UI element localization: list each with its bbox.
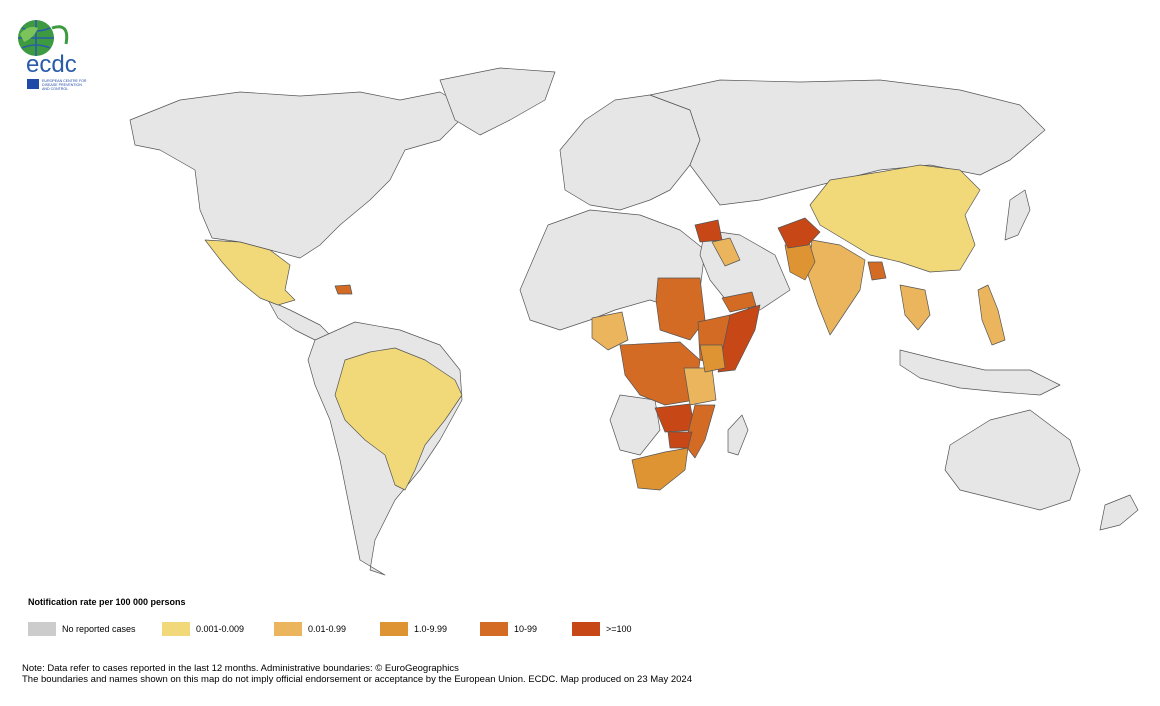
afghanistan-region <box>777 217 821 249</box>
legend-swatch <box>572 622 600 636</box>
footnote-line-2: The boundaries and names shown on this m… <box>22 674 692 685</box>
east-africa-region <box>683 367 717 406</box>
australia-land <box>944 409 1081 511</box>
legend-label: No reported cases <box>62 624 136 634</box>
southeast-asia-region <box>899 284 931 331</box>
central-america-land <box>267 299 331 341</box>
legend-swatch <box>480 622 508 636</box>
logo-line-1: EUROPEAN CENTRE FOR <box>42 79 87 83</box>
syria-region <box>694 219 723 243</box>
greenland-land <box>439 67 556 136</box>
legend-swatch <box>274 622 302 636</box>
logo-line-2: DISEASE PREVENTION <box>42 83 82 87</box>
legend-label: 0.001-0.009 <box>196 624 245 634</box>
brazil-region <box>334 347 463 491</box>
north-america-land <box>129 91 471 259</box>
footnote-line-1: Note: Data refer to cases reported in th… <box>22 663 459 674</box>
legend-label: >=100 <box>606 624 632 634</box>
new-zealand-land <box>1099 494 1139 531</box>
kenya-region <box>699 344 726 373</box>
legend-item-5: >=100 <box>572 621 632 637</box>
legend-label: 10-99 <box>514 624 538 634</box>
mexico-region <box>204 239 296 306</box>
ecdc-wordmark: ecdc <box>26 51 77 78</box>
iraq-region <box>711 237 741 267</box>
madagascar-land <box>727 414 749 456</box>
south-africa-region <box>631 447 689 491</box>
legend-swatch <box>162 622 190 636</box>
footnote: Note: Data refer to cases reported in th… <box>22 663 692 685</box>
zimbabwe-region <box>667 431 693 449</box>
legend-swatch <box>28 622 56 636</box>
legend-label: 0.01-0.99 <box>308 624 347 634</box>
nigeria-region <box>591 311 629 351</box>
eu-flag-icon <box>27 79 39 89</box>
haiti-region <box>334 284 353 295</box>
legend: No reported cases 0.001-0.009 0.01-0.99 … <box>28 621 728 637</box>
globe-icon <box>18 20 54 56</box>
legend-item-3: 1.0-9.99 <box>380 621 447 637</box>
southeast-asia-islands-land <box>899 349 1061 396</box>
sudan-region <box>655 277 706 341</box>
bangladesh-region <box>867 261 887 281</box>
world-map <box>129 67 1139 576</box>
legend-label: 1.0-9.99 <box>414 624 448 634</box>
legend-item-none: No reported cases <box>28 621 136 637</box>
legend-item-1: 0.001-0.009 <box>162 621 244 637</box>
logo-line-3: AND CONTROL <box>42 87 68 91</box>
japan-land <box>1004 189 1031 241</box>
india-region <box>807 239 866 336</box>
southern-africa-grey-land <box>609 394 661 456</box>
ecdc-logo: ecdc EUROPEAN CENTRE FOR DISEASE PREVENT… <box>18 20 87 91</box>
philippines-region <box>977 284 1006 346</box>
china-region <box>809 164 981 273</box>
legend-item-4: 10-99 <box>480 621 537 637</box>
legend-swatch <box>380 622 408 636</box>
legend-title: Notification rate per 100 000 persons <box>28 597 186 607</box>
europe-land <box>559 94 701 211</box>
legend-item-2: 0.01-0.99 <box>274 621 346 637</box>
russia-asia-land <box>649 79 1046 206</box>
central-africa-region <box>619 341 701 406</box>
